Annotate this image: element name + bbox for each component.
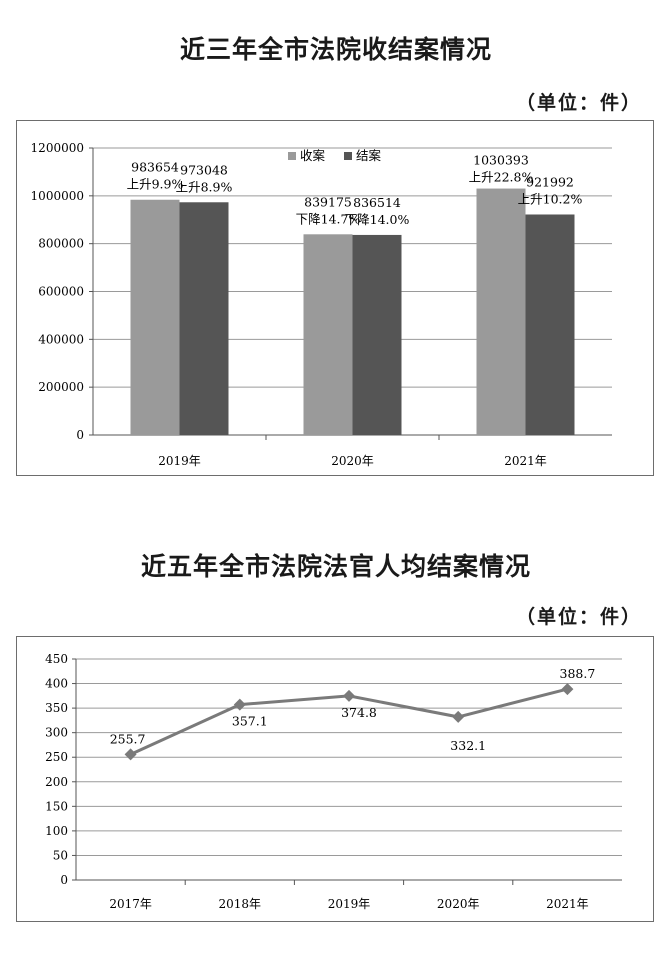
legend-label: 收案	[300, 148, 326, 163]
y-tick-label: 400	[45, 677, 68, 691]
y-tick-label: 800000	[38, 237, 84, 251]
y-tick-label: 400000	[38, 332, 84, 346]
y-tick-label: 300	[45, 726, 68, 740]
legend-swatch	[288, 152, 296, 160]
bar-change-label: 下降14.0%	[345, 212, 410, 227]
y-tick-label: 350	[45, 701, 68, 715]
x-tick-label: 2021年	[504, 454, 547, 468]
y-tick-label: 100	[45, 824, 68, 838]
bar-收案	[303, 234, 353, 435]
data-label: 255.7	[110, 731, 146, 746]
bar-change-label: 上升10.2%	[518, 191, 583, 206]
line-chart-unit: （单位：件）	[515, 606, 642, 628]
line-chart-title: 近五年全市法院法官人均结案情况	[140, 552, 531, 581]
data-point-marker	[452, 710, 465, 723]
data-label: 332.1	[450, 738, 486, 753]
y-tick-label: 1000000	[31, 189, 84, 203]
bar-value-label: 973048	[180, 162, 228, 177]
bar-change-label: 上升9.9%	[127, 177, 184, 192]
bar-value-label: 921992	[526, 174, 574, 189]
bar-value-label: 1030393	[473, 153, 529, 168]
data-label: 388.7	[560, 666, 596, 681]
bar-value-label: 839175	[304, 194, 352, 209]
bar-结案	[525, 214, 575, 435]
y-tick-label: 200	[45, 775, 68, 789]
y-tick-label: 0	[76, 428, 84, 442]
x-tick-label: 2020年	[331, 454, 374, 468]
y-tick-label: 150	[45, 799, 68, 813]
bar-change-label: 上升8.9%	[176, 179, 233, 194]
data-point-marker	[233, 698, 246, 711]
x-tick-label: 2021年	[546, 897, 589, 911]
data-point-marker	[124, 748, 137, 761]
bar-value-label: 836514	[353, 195, 401, 210]
bar-结案	[352, 234, 402, 435]
y-tick-label: 0	[60, 873, 68, 887]
legend-swatch	[344, 152, 352, 160]
bar-chart-title: 近三年全市法院收结案情况	[179, 35, 492, 64]
data-point-marker	[343, 689, 355, 702]
legend-label: 结案	[356, 148, 382, 163]
y-tick-label: 1200000	[31, 141, 84, 155]
y-tick-label: 200000	[38, 380, 84, 394]
x-tick-label: 2017年	[109, 897, 152, 911]
data-label: 374.8	[341, 705, 377, 720]
bar-change-label: 上升22.8%	[469, 170, 534, 185]
data-label: 357.1	[232, 714, 268, 729]
bar-chart-unit: （单位：件）	[515, 92, 642, 114]
bar-value-label: 983654	[131, 160, 179, 175]
x-tick-label: 2020年	[437, 897, 480, 911]
y-tick-label: 50	[53, 848, 68, 862]
x-tick-label: 2019年	[158, 454, 201, 468]
x-tick-label: 2018年	[219, 897, 262, 911]
x-tick-label: 2019年	[328, 897, 371, 911]
bar-结案	[179, 202, 229, 435]
y-tick-label: 250	[45, 750, 68, 764]
bar-收案	[476, 188, 526, 435]
y-tick-label: 600000	[38, 285, 84, 299]
bar-收案	[130, 199, 180, 435]
y-tick-label: 450	[45, 652, 68, 666]
bar-change-label: 下降14.7%	[296, 211, 361, 226]
data-point-marker	[561, 683, 574, 696]
